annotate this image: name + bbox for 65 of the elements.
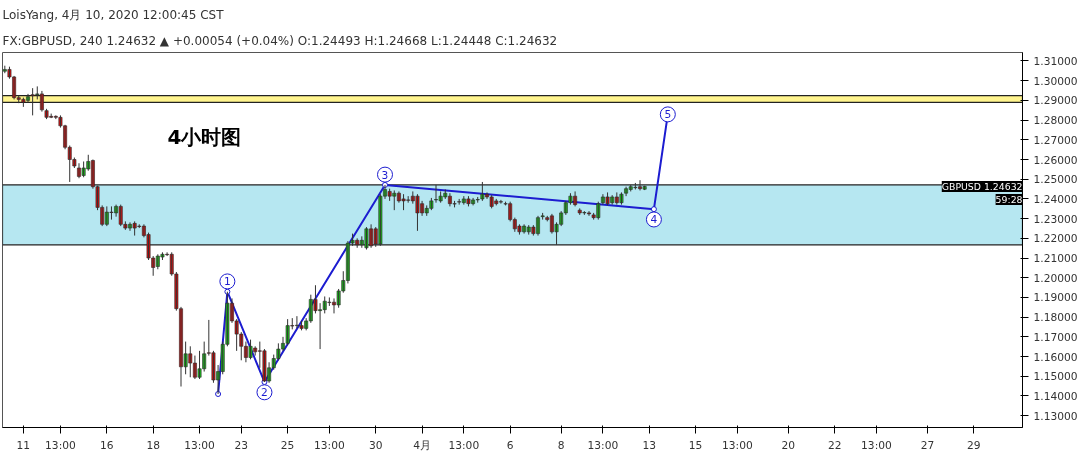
x-tick-label: 13:00	[314, 438, 345, 452]
y-tick-label: 1.31000	[1033, 54, 1078, 68]
y-tick-label: 1.21000	[1033, 252, 1078, 266]
annotation: 3	[381, 168, 389, 182]
candlestick	[299, 320, 304, 331]
chart-subtitle: LoisYang, 4月 10, 2020 12:00:45 CST	[2, 7, 225, 22]
x-tick-label: 8	[557, 438, 565, 452]
x-tick-label: 16	[100, 438, 114, 452]
y-tick-label: 1.27000	[1033, 133, 1078, 147]
candlestick	[605, 191, 610, 206]
x-tick-label: 18	[146, 438, 161, 452]
x-tick-label: 20	[781, 438, 796, 452]
candlestick	[415, 193, 420, 232]
y-tick-label: 1.22000	[1033, 232, 1078, 246]
candlestick	[109, 205, 114, 221]
x-tick-label: 13:00	[722, 438, 753, 452]
y-tick-label: 1.29000	[1033, 94, 1078, 108]
x-tick-label: 29	[967, 438, 981, 452]
candlestick	[197, 350, 202, 380]
candlestick	[401, 193, 406, 211]
y-tick-label: 1.15000	[1033, 370, 1078, 384]
y-tick-label: 1.14000	[1033, 389, 1078, 403]
x-tick-label: 13:00	[861, 438, 893, 452]
y-tick-label: 1.16000	[1033, 350, 1078, 364]
text: 4小时图	[167, 125, 242, 150]
x-tick-label: 13	[642, 438, 657, 452]
x-tick-label: 4月	[413, 438, 431, 452]
candlestick	[517, 223, 522, 236]
y-tick-label: 1.13000	[1033, 409, 1078, 423]
x-tick-label: 25	[280, 438, 295, 452]
x-tick-label: 13:00	[587, 438, 619, 452]
candlestick	[248, 339, 253, 360]
annotation: 5	[664, 108, 672, 122]
y-tick-label: 1.28000	[1033, 114, 1078, 128]
x-tick-label: 11	[16, 438, 31, 452]
text: FX:GBPUSD, 240 1.24632 ▲ +0.00054 (+0.04%) O:1.24493 H:1.24668 L:1.24448 C:1.24632	[2, 33, 558, 48]
y-tick-label: 1.20000	[1033, 271, 1078, 285]
y-tick-label: 1.26000	[1033, 153, 1078, 167]
point	[215, 391, 222, 397]
x-tick-label: 27	[920, 438, 935, 452]
x-tick-label: 13:00	[184, 438, 216, 452]
y-tick-label: 1.24000	[1033, 192, 1078, 206]
x-tick-label: 22	[827, 438, 842, 452]
candlestick	[619, 191, 624, 206]
x-tick-label: 30	[368, 438, 383, 452]
x-tick-label: 23	[234, 438, 249, 452]
annotation: 59:28	[995, 193, 1023, 205]
x-tick-label: 13:00	[45, 438, 77, 452]
x-tick-label: 13:00	[448, 438, 480, 452]
annotation: GBPUSD 1.24632	[941, 180, 1023, 192]
y-tick-label: 1.19000	[1033, 291, 1078, 305]
point	[224, 288, 231, 295]
candlestick	[466, 195, 471, 207]
candlestick	[457, 198, 462, 206]
y-tick-label: 1.17000	[1033, 330, 1078, 344]
point	[650, 206, 657, 213]
annotation: 4	[650, 213, 658, 227]
y-tick-label: 1.18000	[1033, 311, 1078, 325]
x-tick-label: 6	[506, 438, 514, 452]
x-tick-label: 15	[688, 438, 703, 452]
y-tick-label: 1.25000	[1033, 173, 1078, 187]
annotation: 1	[223, 275, 231, 289]
annotation: 2	[261, 386, 268, 400]
y-tick-label: 1.23000	[1033, 212, 1078, 226]
y-tick-label: 1.30000	[1033, 74, 1078, 88]
